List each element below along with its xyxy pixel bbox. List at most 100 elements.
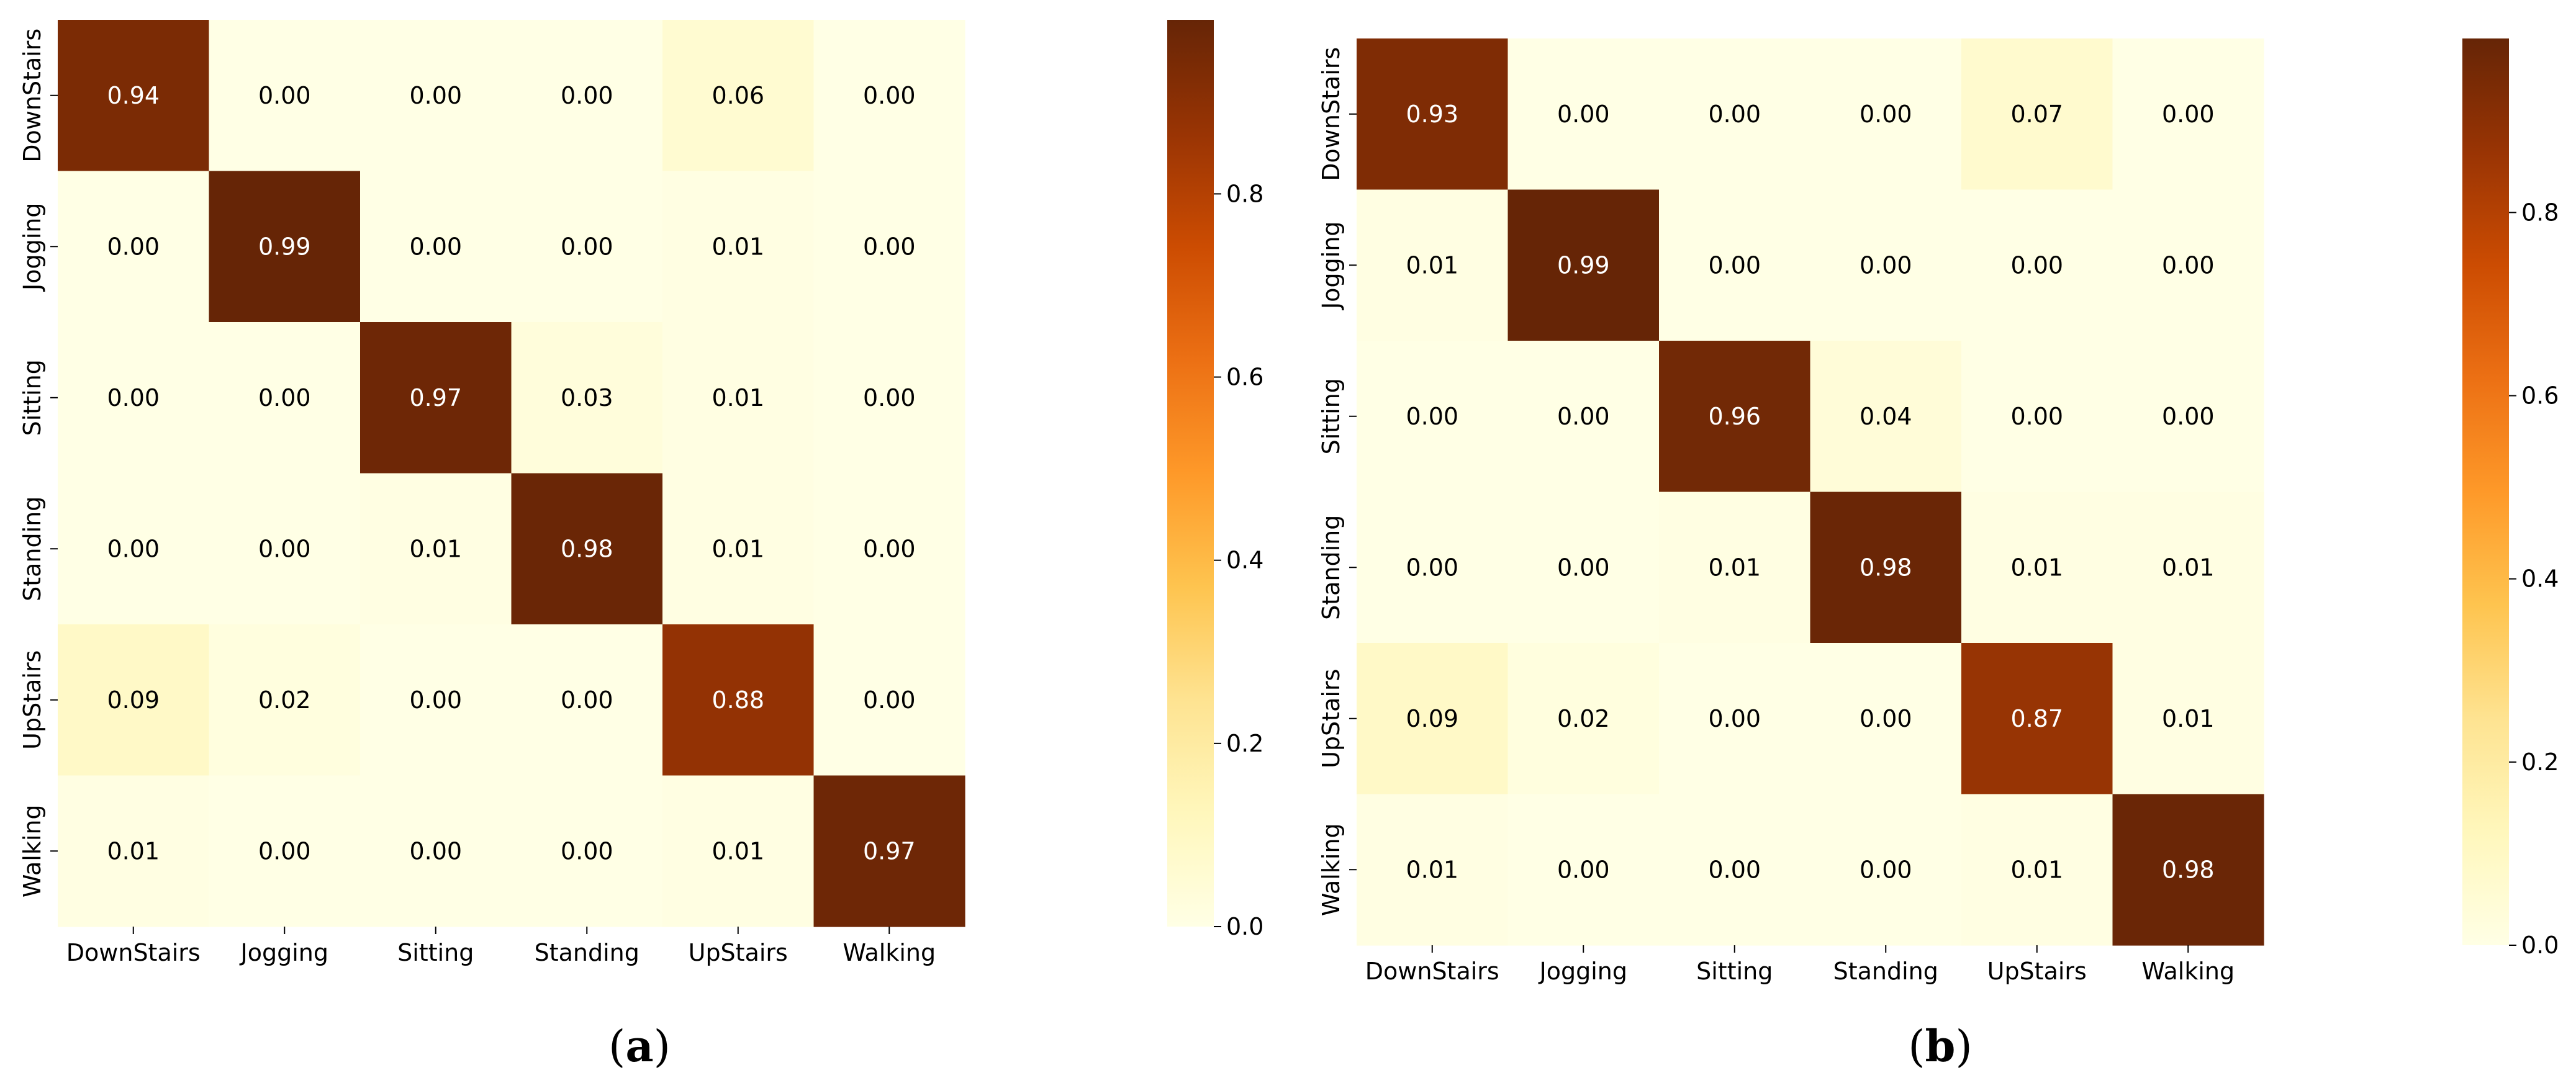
heatmap-cell (2112, 492, 2264, 644)
cell-value-label: 0.01 (712, 233, 764, 260)
x-tick-label: Sitting (1696, 958, 1773, 985)
x-tick-label: DownStairs (1365, 958, 1499, 985)
cell-value-label: 0.00 (1860, 251, 1912, 279)
cell-value-label: 0.01 (1406, 251, 1458, 279)
cell-value-label: 0.00 (1557, 856, 1610, 883)
cell-value-label: 0.00 (1708, 251, 1761, 279)
heatmap-cell (1961, 38, 2113, 191)
cell-value-label: 0.94 (107, 82, 160, 109)
heatmap-cell (58, 624, 210, 776)
cell-value-label: 0.01 (409, 535, 462, 562)
cell-value-label: 0.99 (1557, 251, 1610, 279)
heatmap-cell (1961, 492, 2113, 644)
cell-value-label: 0.00 (2162, 251, 2215, 279)
cell-value-label: 0.00 (258, 535, 311, 562)
heatmap-cell (813, 775, 965, 927)
cell-value-label: 0.00 (863, 686, 916, 714)
colorbar-tick-label: 0.4 (2521, 565, 2559, 593)
y-tick-label: DownStairs (1317, 47, 1345, 181)
cell-value-label: 0.00 (409, 233, 462, 260)
cell-value-label: 0.01 (107, 837, 160, 865)
heatmap-cell (58, 171, 210, 323)
cell-value-label: 0.01 (712, 837, 764, 865)
heatmap-cell (1810, 794, 1962, 946)
x-tick-label: Walking (843, 939, 936, 966)
heatmap-cell (1357, 643, 1509, 795)
heatmap-cell (360, 473, 512, 625)
y-tick-label: UpStairs (19, 650, 46, 750)
cell-value-label: 0.01 (2010, 554, 2063, 581)
heatmap-cell (1810, 492, 1962, 644)
heatmap-cell (209, 473, 361, 625)
heatmap-cell (1659, 189, 1811, 341)
x-tick-label: Walking (2141, 958, 2235, 985)
cell-value-label: 0.00 (1708, 101, 1761, 128)
colorbar (1167, 20, 1214, 927)
cell-value-label: 0.00 (2010, 251, 2063, 279)
heatmap-cell (58, 473, 210, 625)
cell-value-label: 0.00 (1406, 403, 1458, 430)
heatmap-cell (813, 322, 965, 474)
cell-value-label: 0.00 (409, 837, 462, 865)
heatmap-cell (1659, 794, 1811, 946)
x-tick-label: UpStairs (689, 939, 788, 966)
heatmap-cell (511, 775, 663, 927)
cell-value-label: 0.09 (107, 686, 160, 714)
cell-value-label: 0.97 (409, 384, 462, 411)
colorbar-tick-label: 0.6 (1226, 364, 1263, 391)
y-tick-label: Jogging (19, 203, 46, 292)
colorbar-tick-label: 0.6 (2521, 382, 2559, 410)
cell-value-label: 0.01 (2010, 856, 2063, 883)
heatmap-cell (1810, 341, 1962, 493)
heatmap-cell (1357, 38, 1509, 191)
heatmap-cell (662, 624, 815, 776)
cell-value-label: 0.00 (1860, 705, 1912, 732)
heatmap-cell (1961, 189, 2113, 341)
colorbar-tick-label: 0.8 (1226, 180, 1263, 207)
cell-value-label: 0.01 (2162, 705, 2215, 732)
heatmap-cell (2112, 38, 2264, 191)
heatmap-cell (1357, 189, 1509, 341)
cell-value-label: 0.00 (1557, 554, 1610, 581)
heatmap-cell (511, 473, 663, 625)
heatmap-cell (1507, 643, 1660, 795)
cell-value-label: 0.00 (107, 233, 160, 260)
cell-value-label: 0.00 (107, 384, 160, 411)
heatmap-cell (511, 20, 663, 172)
x-tick-label: Standing (535, 939, 639, 966)
heatmap-cell (2112, 189, 2264, 341)
heatmap-cell (1357, 341, 1509, 493)
cell-value-label: 0.99 (258, 233, 311, 260)
y-tick-label: Jogging (1317, 222, 1345, 310)
cell-value-label: 0.09 (1406, 705, 1458, 732)
heatmap-cell (209, 171, 361, 323)
heatmap-cell (1507, 189, 1660, 341)
heatmap-cell (209, 322, 361, 474)
cell-value-label: 0.01 (2162, 554, 2215, 581)
x-tick-label: Standing (1833, 958, 1938, 985)
heatmap-cell (662, 473, 815, 625)
heatmap-cell (1961, 643, 2113, 795)
cell-value-label: 0.97 (863, 837, 916, 865)
colorbar (2462, 38, 2509, 945)
heatmap-cell (1507, 794, 1660, 946)
heatmap-cell (58, 20, 210, 172)
heatmap-cell (1357, 794, 1509, 946)
heatmap-cell (511, 171, 663, 323)
heatmap-cell (1810, 38, 1962, 191)
cell-value-label: 0.02 (1557, 705, 1610, 732)
heatmap-cell (2112, 794, 2264, 946)
heatmap-cell (360, 322, 512, 474)
heatmap-cell (1659, 492, 1811, 644)
cell-value-label: 0.00 (863, 384, 916, 411)
heatmap-cell (813, 624, 965, 776)
cell-value-label: 0.00 (1708, 856, 1761, 883)
x-tick-label: Jogging (1539, 958, 1627, 985)
heatmap-cell (1659, 643, 1811, 795)
cell-value-label: 0.03 (561, 384, 613, 411)
confusion-matrix-panel-a: 0.94 0.00 0.00 0.00 0.06 0.000.00 0.99 0.00 0.00… (19, 20, 1263, 1072)
cell-value-label: 0.00 (258, 837, 311, 865)
cell-value-label: 0.00 (2162, 101, 2215, 128)
cell-value-label: 0.00 (863, 233, 916, 260)
